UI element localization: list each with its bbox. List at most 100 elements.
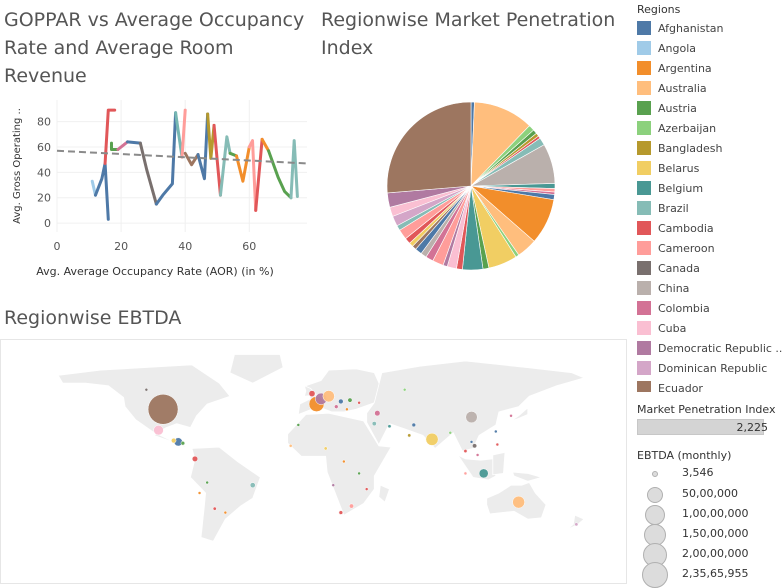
ebtda-bubble[interactable] bbox=[364, 487, 369, 491]
ebtda-bubble[interactable] bbox=[249, 482, 256, 489]
ebtda-bubble[interactable] bbox=[338, 398, 344, 405]
land-shape bbox=[229, 354, 284, 384]
data-line-segment[interactable] bbox=[116, 140, 130, 151]
ebtda-bubble[interactable] bbox=[147, 394, 179, 425]
ebtda-bubble[interactable] bbox=[425, 432, 439, 446]
legend-swatch bbox=[637, 281, 651, 295]
ebtda-bubble[interactable] bbox=[347, 397, 353, 403]
data-line-segment[interactable] bbox=[254, 137, 264, 212]
ebtda-bubble[interactable] bbox=[448, 431, 452, 435]
data-line-segment[interactable] bbox=[138, 141, 158, 206]
ebtda-bubble[interactable] bbox=[357, 471, 361, 476]
ebtda-bubble[interactable] bbox=[349, 503, 354, 509]
ebtda-bubble[interactable] bbox=[357, 401, 361, 405]
ebtda-bubble[interactable] bbox=[374, 410, 381, 417]
legend-item[interactable]: Cameroon bbox=[637, 238, 784, 258]
ebtda-map[interactable] bbox=[0, 339, 627, 584]
ebtda-bubble[interactable] bbox=[338, 510, 344, 515]
data-line-segment[interactable] bbox=[103, 108, 117, 165]
ebtda-bubble[interactable] bbox=[465, 411, 478, 424]
ebtda-bubble[interactable] bbox=[463, 449, 468, 453]
ebtda-bubble[interactable] bbox=[308, 390, 316, 397]
data-line-segment[interactable] bbox=[196, 112, 210, 181]
legend-item[interactable]: Canada bbox=[637, 258, 784, 278]
legend-item[interactable]: Afghanistan bbox=[637, 18, 784, 38]
ebtda-bubble[interactable] bbox=[371, 421, 377, 427]
data-line-segment[interactable] bbox=[174, 111, 184, 159]
ebtda-bubble[interactable] bbox=[296, 423, 301, 427]
ebtda-bubble[interactable] bbox=[153, 425, 164, 436]
data-line-segment[interactable] bbox=[289, 139, 299, 200]
regions-legend: Regions Afghanistan Angola Argentina Austra… bbox=[637, 0, 784, 392]
data-line-segment[interactable] bbox=[218, 135, 232, 197]
ebtda-bubble[interactable] bbox=[205, 480, 209, 485]
data-line-segment[interactable] bbox=[234, 145, 251, 183]
ebtda-bubble[interactable] bbox=[494, 429, 498, 434]
legend-item[interactable]: Australia bbox=[637, 78, 784, 98]
ebtda-size-legend-title: EBTDA (monthly) bbox=[637, 449, 732, 462]
legend-item[interactable]: Dominican Republic bbox=[637, 358, 784, 378]
legend-item[interactable]: Bangladesh bbox=[637, 138, 784, 158]
trend-line[interactable] bbox=[56, 149, 308, 165]
ebtda-bubble[interactable] bbox=[469, 440, 474, 444]
ebtda-bubble[interactable] bbox=[463, 471, 468, 476]
ebtda-bubble[interactable] bbox=[212, 506, 217, 511]
land-shape bbox=[566, 514, 585, 530]
ebtda-bubble[interactable] bbox=[331, 483, 336, 487]
ebtda-bubble[interactable] bbox=[387, 424, 392, 429]
ebtda-bubble[interactable] bbox=[475, 453, 480, 457]
ebtda-bubble[interactable] bbox=[574, 522, 579, 527]
legend-list[interactable]: Afghanistan Angola Argentina Australia Austr… bbox=[637, 18, 784, 392]
data-line-segment[interactable] bbox=[206, 112, 216, 160]
ebtda-bubble[interactable] bbox=[223, 510, 228, 515]
ebtda-bubble[interactable] bbox=[322, 390, 335, 403]
ebtda-bubble[interactable] bbox=[171, 437, 177, 444]
ebtda-bubble[interactable] bbox=[478, 468, 489, 479]
ebtda-bubble[interactable] bbox=[180, 441, 186, 446]
ebtda-bubble[interactable] bbox=[512, 495, 525, 509]
data-line-segment[interactable] bbox=[126, 140, 142, 145]
legend-item[interactable]: Argentina bbox=[637, 58, 784, 78]
ebtda-bubble[interactable] bbox=[288, 444, 293, 448]
market-penetration-title: Market Penetration Index bbox=[637, 403, 776, 416]
data-line-segment[interactable] bbox=[212, 123, 222, 197]
market-penetration-pie-chart[interactable] bbox=[367, 87, 577, 287]
legend-item[interactable]: Azerbaijan bbox=[637, 118, 784, 138]
legend-item[interactable]: Colombia bbox=[637, 298, 784, 318]
ebtda-bubble[interactable] bbox=[342, 459, 346, 464]
ebtda-bubble[interactable] bbox=[411, 422, 416, 428]
data-line-segment[interactable] bbox=[247, 139, 258, 212]
legend-item[interactable]: Angola bbox=[637, 38, 784, 58]
data-line-segment[interactable] bbox=[154, 111, 178, 206]
goppar-line-chart[interactable]: 0 20 40 60 0 20 40 60 80 Avg. Average Occupancy R… bbox=[0, 95, 314, 295]
legend-item[interactable]: Democratic Republic .. bbox=[637, 338, 784, 358]
data-line-segment[interactable] bbox=[267, 149, 293, 200]
ebtda-bubble[interactable] bbox=[472, 443, 477, 449]
legend-item[interactable]: Belgium bbox=[637, 178, 784, 198]
data-line-segment[interactable] bbox=[180, 108, 187, 159]
ebtda-bubble[interactable] bbox=[509, 414, 513, 418]
legend-item[interactable]: Ecuador bbox=[637, 378, 784, 392]
market-penetration-slider[interactable] bbox=[637, 419, 764, 435]
ebtda-bubble[interactable] bbox=[191, 455, 198, 462]
ebtda-bubble[interactable] bbox=[495, 442, 500, 447]
ebtda-bubble[interactable] bbox=[334, 404, 339, 409]
legend-item[interactable]: Belarus bbox=[637, 158, 784, 178]
legend-item[interactable]: Austria bbox=[637, 98, 784, 118]
pie-slice[interactable] bbox=[386, 101, 472, 194]
data-line-segment[interactable] bbox=[109, 141, 120, 151]
ebtda-bubble[interactable] bbox=[197, 491, 202, 495]
data-line-segment[interactable] bbox=[183, 151, 200, 167]
data-line-segment[interactable] bbox=[260, 137, 271, 153]
ebtda-bubble[interactable] bbox=[407, 433, 412, 438]
data-line-segment[interactable] bbox=[93, 161, 110, 221]
ebtda-bubble[interactable] bbox=[323, 446, 328, 451]
ebtda-bubble[interactable] bbox=[402, 387, 407, 392]
legend-item[interactable]: Brazil bbox=[637, 198, 784, 218]
legend-item[interactable]: Cuba bbox=[637, 318, 784, 338]
pie-slice[interactable] bbox=[470, 101, 530, 187]
legend-item[interactable]: Cambodia bbox=[637, 218, 784, 238]
legend-item[interactable]: China bbox=[637, 278, 784, 298]
ebtda-bubble[interactable] bbox=[345, 407, 349, 412]
ebtda-bubble[interactable] bbox=[144, 387, 149, 392]
